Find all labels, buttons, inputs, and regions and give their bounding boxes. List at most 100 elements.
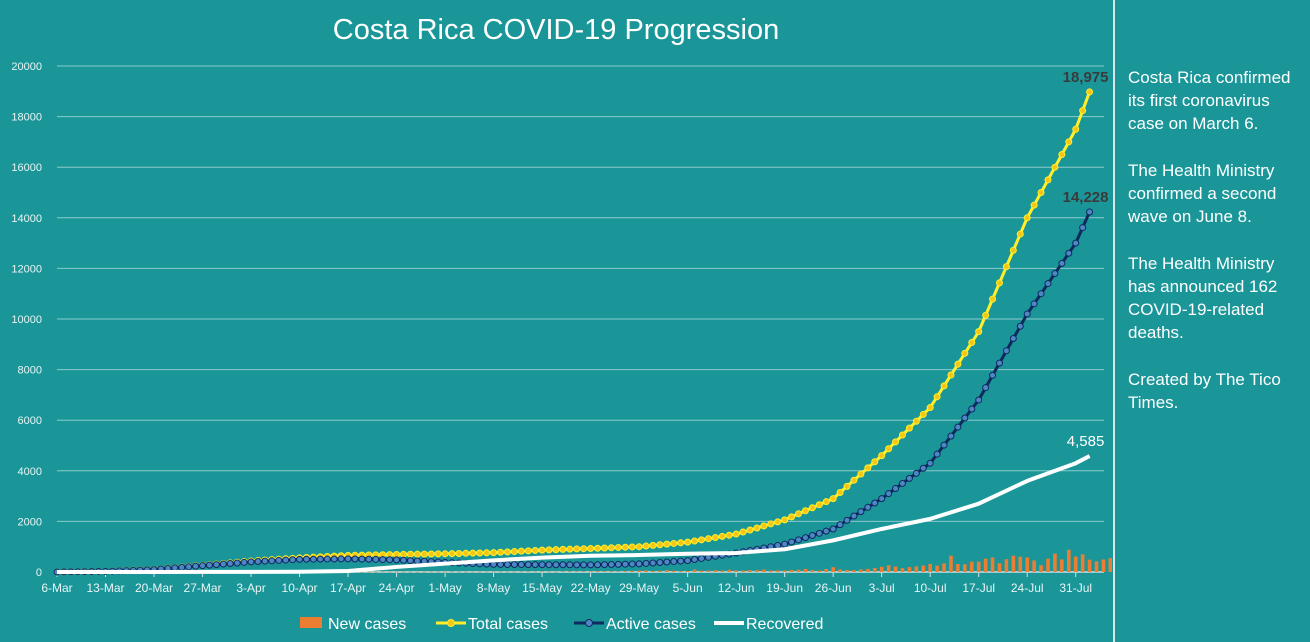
active-cases-marker [940, 441, 948, 449]
new-cases-bar [540, 571, 544, 573]
x-tick-label: 22-May [571, 581, 611, 595]
total-cases-marker [718, 532, 726, 540]
new-cases-bar [457, 571, 461, 573]
total-cases-marker [448, 550, 456, 558]
active-cases-marker [933, 450, 941, 458]
total-cases-marker [476, 549, 484, 557]
new-cases-bar [533, 571, 537, 573]
new-cases-bar [408, 571, 413, 573]
total-cases-marker [933, 393, 941, 401]
new-cases-bar [921, 565, 926, 572]
active-cases-marker [219, 560, 227, 568]
total-cases-marker [517, 547, 525, 555]
new-cases-bar [879, 566, 884, 572]
active-cases-marker [199, 562, 207, 570]
new-cases-bar [803, 568, 808, 572]
x-tick-label: 12-Jun [718, 581, 755, 595]
covid-progression-chart: Costa Rica COVID-19 Progression 0 2000 400… [11, 14, 1112, 633]
active-cases-marker [815, 529, 823, 537]
active-cases-marker [878, 495, 886, 503]
new-cases-bar [498, 571, 503, 573]
total-cases-marker [510, 548, 518, 556]
y-tick-label: 16000 [11, 162, 42, 174]
new-cases-bar [852, 570, 856, 572]
total-cases-marker [1058, 151, 1066, 159]
active-cases-marker [379, 556, 387, 564]
active-cases-marker [344, 555, 352, 563]
x-tick-label: 31-Jul [1059, 581, 1092, 595]
new-cases-bar [1025, 557, 1029, 572]
total-cases-marker [524, 547, 532, 555]
active-cases-marker [621, 560, 629, 568]
new-cases-bar [394, 571, 399, 573]
x-tick-label: 26-Jun [815, 581, 852, 595]
total-cases-marker [905, 424, 913, 432]
total-cases-marker [746, 526, 754, 534]
total-cases-marker [642, 542, 650, 550]
new-cases-bar [616, 571, 621, 572]
x-tick-label: 29-May [619, 581, 659, 595]
new-cases-bar [810, 569, 815, 572]
total-cases-marker [1051, 163, 1059, 171]
total-cases-marker [614, 543, 622, 551]
note-second-wave: The Health Ministry confirmed a second w… [1128, 161, 1277, 226]
total-cases-marker [753, 524, 761, 532]
new-cases-bar [665, 570, 669, 572]
legend-item-new-cases: New cases [300, 616, 406, 633]
x-tick-label: 6-Mar [41, 581, 72, 595]
new-cases-bar [775, 570, 780, 572]
total-cases-marker [885, 445, 893, 453]
new-cases-bar [491, 571, 496, 573]
x-tick-label: 10-Jul [914, 581, 947, 595]
x-tick-label: 20-Mar [135, 581, 173, 595]
new-cases-bar [422, 571, 427, 573]
total-cases-marker [462, 549, 470, 557]
active-cases-marker [829, 525, 837, 533]
y-tick-label: 14000 [11, 213, 42, 225]
active-cases-marker [351, 555, 359, 563]
total-cases-marker [503, 548, 511, 556]
total-cases-marker [995, 279, 1003, 287]
new-cases-bar [360, 571, 364, 573]
recovered-line [57, 454, 1091, 574]
active-cases-marker [1030, 300, 1038, 308]
active-cases-marker [275, 556, 283, 564]
total-cases-marker [607, 544, 615, 552]
active-cases-marker [282, 556, 290, 564]
new-cases-bar [838, 569, 842, 572]
active-cases-marker [185, 563, 193, 571]
new-cases-bar [1011, 555, 1016, 572]
total-cases-marker [982, 311, 990, 319]
total-cases-marker [892, 438, 900, 446]
x-tick-label: 8-May [477, 581, 510, 595]
active-cases-marker [663, 558, 671, 566]
new-cases-bar [692, 569, 697, 572]
total-cases-marker [413, 550, 421, 558]
total-cases-marker [649, 541, 657, 549]
new-cases-bars [55, 549, 1112, 573]
active-cases-marker [912, 469, 920, 477]
total-cases-marker [497, 548, 505, 556]
active-cases-marker [781, 540, 789, 548]
new-cases-bar [866, 568, 870, 572]
active-cases-marker [995, 359, 1003, 367]
active-cases-marker [975, 396, 983, 404]
new-cases-bar [942, 563, 946, 572]
total-cases-marker [1009, 246, 1017, 254]
x-tick-label: 17-Apr [330, 581, 366, 595]
active-cases-marker [600, 561, 608, 569]
y-tick-label: 12000 [11, 263, 42, 275]
new-cases-bar [817, 570, 822, 572]
legend-label-recovered: Recovered [746, 616, 823, 633]
total-cases-marker [954, 360, 962, 368]
total-cases-marker [850, 476, 858, 484]
active-cases-marker [323, 555, 331, 563]
total-cases-marker [989, 295, 997, 303]
total-cases-marker [711, 534, 719, 542]
total-cases-marker [704, 535, 712, 543]
new-cases-bar [983, 558, 988, 572]
active-cases-marker [573, 561, 581, 569]
legend-item-active-cases: Active cases [574, 616, 696, 633]
new-cases-bar [907, 567, 912, 572]
note-first-case: Costa Rica confirmed its first coronavir… [1128, 68, 1291, 133]
